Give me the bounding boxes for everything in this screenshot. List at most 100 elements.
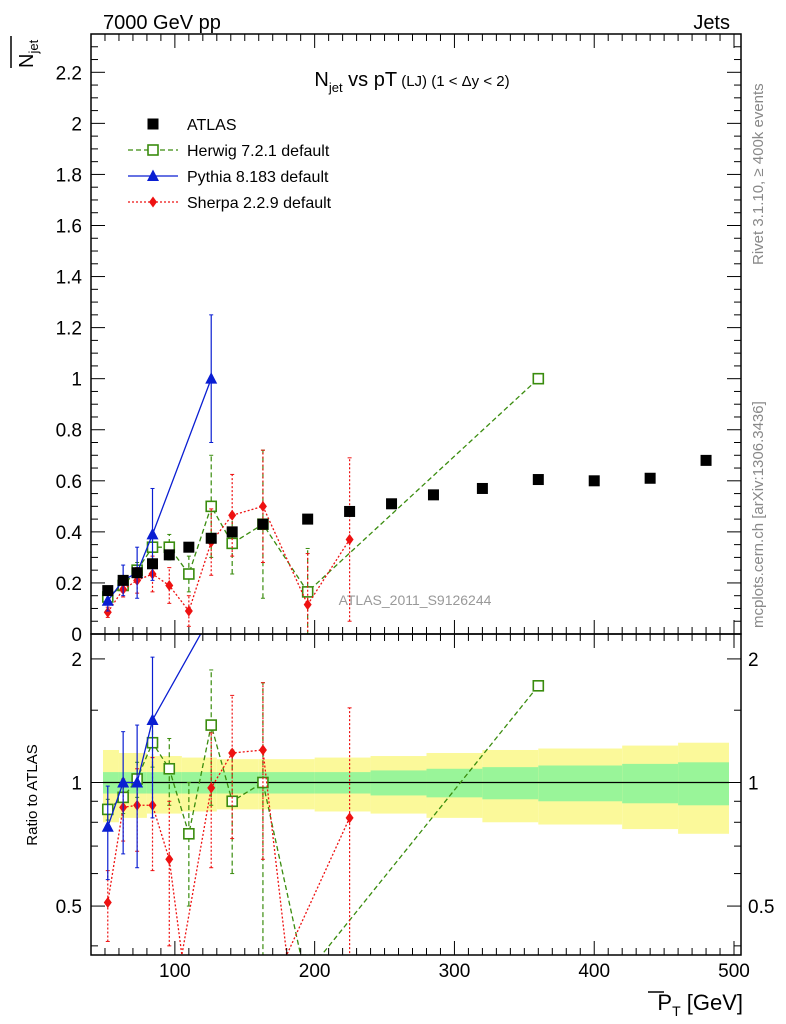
legend-label: Sherpa 2.2.9 default bbox=[187, 195, 332, 212]
data-point bbox=[386, 498, 398, 510]
series-line bbox=[107, 378, 539, 598]
svg-text:Njet: Njet bbox=[16, 39, 41, 68]
ratio-point bbox=[117, 775, 130, 788]
data-point bbox=[302, 513, 314, 525]
data-point bbox=[258, 500, 267, 512]
data-point bbox=[344, 505, 356, 517]
svg-text:PT [GeV]: PT [GeV] bbox=[657, 990, 743, 1019]
data-point bbox=[532, 372, 545, 385]
band-inner-bin bbox=[622, 763, 679, 804]
ratio-point bbox=[345, 812, 354, 824]
series-sherpa bbox=[103, 449, 354, 634]
y-tick-label: 0.4 bbox=[56, 523, 83, 544]
y-tick-label: 1.6 bbox=[56, 216, 82, 237]
legend-marker bbox=[147, 144, 159, 156]
data-point bbox=[345, 534, 354, 546]
y-tick-label: 1.4 bbox=[56, 268, 83, 289]
y-tick-label: 0 bbox=[71, 625, 82, 646]
main-plot-series bbox=[101, 314, 712, 634]
y-tick-label: 2 bbox=[71, 114, 82, 135]
ratio-y-tick-label-right: 2 bbox=[748, 650, 759, 671]
data-point bbox=[184, 605, 193, 617]
data-point bbox=[147, 558, 159, 570]
process-label: Jets bbox=[693, 12, 730, 34]
data-point bbox=[205, 500, 218, 513]
ratio-y-tick-label: 0.5 bbox=[56, 897, 82, 918]
ratio-point bbox=[532, 680, 545, 692]
x-tick-label: 200 bbox=[299, 961, 331, 982]
ratio-y-label: Ratio to ATLAS bbox=[24, 744, 41, 845]
x-axis-label: PT [GeV] bbox=[648, 990, 743, 1019]
ratio-frame bbox=[90, 633, 742, 956]
ratio-point bbox=[258, 744, 267, 756]
legend-label: Pythia 8.183 default bbox=[187, 169, 329, 186]
x-tick-label: 400 bbox=[578, 961, 610, 982]
legend-marker bbox=[147, 169, 159, 181]
legend-entry: ATLAS bbox=[147, 117, 237, 134]
data-point bbox=[183, 541, 195, 553]
analysis-watermark: ATLAS_2011_S9126244 bbox=[339, 592, 492, 608]
rivet-label: Rivet 3.1.10, ≥ 400k events bbox=[750, 83, 767, 265]
ratio-point bbox=[228, 747, 237, 759]
ratio-point bbox=[165, 853, 174, 865]
legend-marker bbox=[147, 118, 159, 130]
data-point bbox=[700, 454, 712, 466]
data-point bbox=[226, 526, 238, 538]
energy-label: 7000 GeV pp bbox=[103, 12, 221, 34]
data-point bbox=[427, 489, 439, 501]
ratio-uncertainty-band bbox=[103, 742, 729, 834]
legend-entry: Sherpa 2.2.9 default bbox=[128, 195, 332, 212]
x-tick-label: 300 bbox=[439, 961, 471, 982]
data-point bbox=[183, 568, 195, 580]
ratio-series-pythia bbox=[101, 634, 202, 881]
series-atlas bbox=[102, 454, 712, 597]
ratio-point bbox=[183, 827, 195, 840]
y-tick-label: 1.2 bbox=[56, 319, 82, 340]
y-tick-label: 1.8 bbox=[56, 165, 82, 186]
y-axis-label: Njet bbox=[10, 36, 41, 68]
data-point bbox=[117, 574, 129, 586]
ratio-y-tick-label: 1 bbox=[71, 773, 82, 794]
data-point bbox=[131, 567, 143, 579]
data-point bbox=[476, 482, 488, 494]
ratio-point bbox=[146, 713, 159, 725]
band-inner-bin bbox=[678, 762, 729, 806]
ratio-point bbox=[163, 762, 176, 775]
data-point bbox=[228, 509, 237, 521]
ratio-y-tick-label-right: 0.5 bbox=[748, 897, 774, 918]
legend: ATLAS Herwig 7.2.1 default Pythia 8.183 de… bbox=[128, 117, 332, 212]
ratio-point bbox=[131, 775, 144, 788]
ratio-plot-series bbox=[101, 634, 545, 955]
data-point bbox=[165, 579, 174, 591]
data-point bbox=[103, 606, 112, 618]
y-tick-label: 0.6 bbox=[56, 472, 82, 493]
mcplots-label: mcplots.cern.ch [arXiv:1306.3436] bbox=[750, 401, 767, 628]
data-point bbox=[163, 549, 175, 561]
y-tick-label: 0.8 bbox=[56, 421, 82, 442]
y-tick-label: 0.2 bbox=[56, 574, 82, 595]
y-tick-label: 2.2 bbox=[56, 63, 82, 84]
data-point bbox=[205, 532, 217, 544]
ratio-line bbox=[107, 749, 351, 955]
legend-entry: Pythia 8.183 default bbox=[128, 169, 329, 186]
plot-title: Njet vs pT (LJ) (1 < Δy < 2) bbox=[314, 69, 509, 95]
data-point bbox=[644, 472, 656, 484]
legend-entry: Herwig 7.2.1 default bbox=[128, 143, 330, 160]
ratio-point bbox=[101, 820, 114, 832]
ratio-point bbox=[205, 719, 218, 731]
ratio-y-tick-label-right: 1 bbox=[748, 773, 759, 794]
data-point bbox=[146, 527, 159, 540]
x-tick-label: 100 bbox=[159, 961, 191, 982]
series-pythia bbox=[101, 314, 218, 612]
ratio-series-sherpa bbox=[103, 682, 354, 955]
legend-marker bbox=[149, 196, 157, 208]
ratio-line bbox=[107, 685, 539, 955]
data-point bbox=[102, 585, 114, 597]
data-point bbox=[588, 475, 600, 487]
legend-label: Herwig 7.2.1 default bbox=[187, 143, 330, 160]
ratio-point bbox=[103, 897, 112, 909]
data-point bbox=[257, 518, 269, 530]
data-point bbox=[532, 474, 544, 486]
data-point bbox=[303, 599, 312, 611]
